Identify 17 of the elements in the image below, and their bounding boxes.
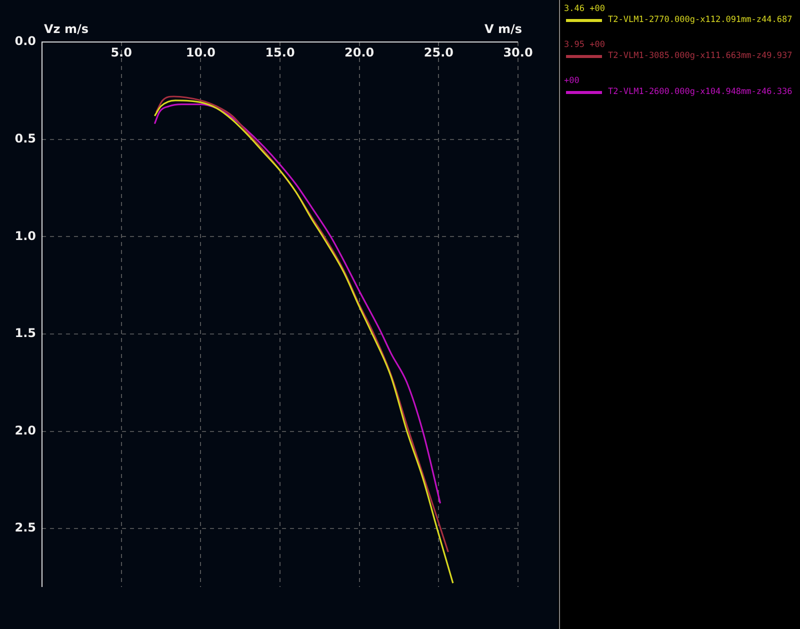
x-tick-label: 10.0 <box>186 45 216 60</box>
y-tick-label: 1.0 <box>14 228 36 243</box>
y-tick-label: 0.0 <box>14 34 36 48</box>
text: 3.95 +00 T2-VLM1-3085.000g-x111.663mm-z49.937 <box>564 40 794 62</box>
text: 3.46 +00 T2-VLM1-2770.000g-x112.091mm-z44.687 <box>564 4 794 26</box>
x-tick-label: 20.0 <box>344 45 374 60</box>
text: +00 T2-VLM1-2600.000g-x104.948mm-z46.336 <box>564 76 792 97</box>
x-axis-title: V m/s <box>484 22 522 36</box>
y-tick-label: 1.5 <box>14 326 36 340</box>
x-tick-label: 25.0 <box>424 45 454 60</box>
x-tick-label: 30.0 <box>503 45 533 60</box>
y-tick-label: 2.5 <box>14 520 36 535</box>
x-tick-label: 15.0 <box>265 45 295 60</box>
y-axis-title: Vz m/s <box>44 22 88 36</box>
y-tick-label: 0.5 <box>14 131 36 146</box>
x-tick-label: 5.0 <box>110 45 132 60</box>
y-tick-label: 2.0 <box>14 423 36 438</box>
